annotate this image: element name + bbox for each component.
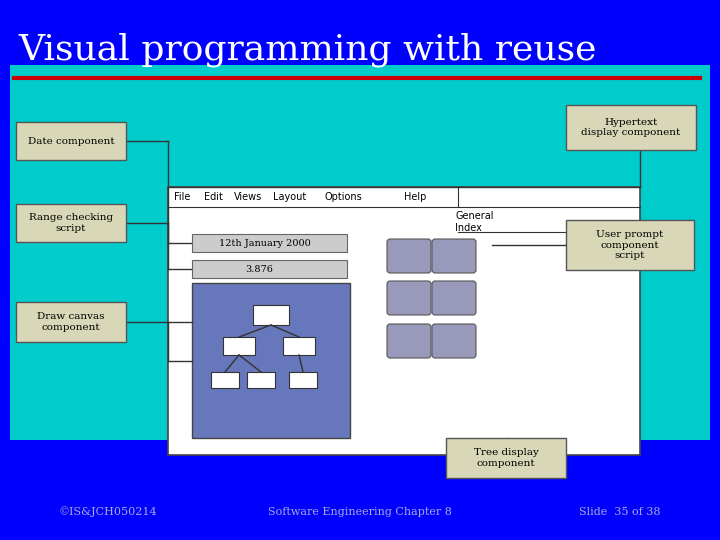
FancyBboxPatch shape bbox=[283, 337, 315, 355]
Text: Options: Options bbox=[324, 192, 362, 202]
FancyBboxPatch shape bbox=[387, 281, 431, 315]
Text: General
Index: General Index bbox=[455, 211, 493, 233]
Text: ©IS&JCH050214: ©IS&JCH050214 bbox=[59, 507, 157, 517]
Text: Help: Help bbox=[404, 192, 426, 202]
Text: Date component: Date component bbox=[27, 137, 114, 145]
FancyBboxPatch shape bbox=[168, 187, 640, 455]
FancyBboxPatch shape bbox=[211, 372, 239, 388]
Text: Visual programming with reuse: Visual programming with reuse bbox=[18, 33, 596, 68]
Text: File: File bbox=[174, 192, 190, 202]
FancyBboxPatch shape bbox=[10, 65, 710, 440]
FancyBboxPatch shape bbox=[253, 305, 289, 325]
FancyBboxPatch shape bbox=[387, 239, 431, 273]
Text: 12th January 2000: 12th January 2000 bbox=[219, 239, 311, 247]
FancyBboxPatch shape bbox=[446, 438, 566, 478]
FancyBboxPatch shape bbox=[192, 260, 347, 278]
Text: Range checking
script: Range checking script bbox=[29, 213, 113, 233]
FancyBboxPatch shape bbox=[16, 122, 126, 160]
Text: Software Engineering Chapter 8: Software Engineering Chapter 8 bbox=[268, 507, 452, 517]
FancyBboxPatch shape bbox=[566, 105, 696, 150]
FancyBboxPatch shape bbox=[192, 234, 347, 252]
FancyBboxPatch shape bbox=[566, 220, 694, 270]
FancyBboxPatch shape bbox=[432, 239, 476, 273]
Text: User prompt
component
script: User prompt component script bbox=[596, 230, 664, 260]
FancyBboxPatch shape bbox=[387, 324, 431, 358]
Text: Hypertext
display component: Hypertext display component bbox=[581, 118, 680, 137]
FancyBboxPatch shape bbox=[432, 324, 476, 358]
Text: Edit: Edit bbox=[204, 192, 222, 202]
Text: Views: Views bbox=[234, 192, 262, 202]
FancyBboxPatch shape bbox=[16, 204, 126, 242]
FancyBboxPatch shape bbox=[289, 372, 317, 388]
FancyBboxPatch shape bbox=[192, 283, 350, 438]
FancyBboxPatch shape bbox=[432, 281, 476, 315]
Text: Draw canvas
component: Draw canvas component bbox=[37, 312, 104, 332]
FancyBboxPatch shape bbox=[247, 372, 275, 388]
Text: Layout: Layout bbox=[274, 192, 307, 202]
Text: Slide  35 of 38: Slide 35 of 38 bbox=[580, 507, 661, 517]
FancyBboxPatch shape bbox=[16, 302, 126, 342]
Text: 3.876: 3.876 bbox=[245, 265, 273, 273]
FancyBboxPatch shape bbox=[223, 337, 255, 355]
Text: Tree display
component: Tree display component bbox=[474, 448, 539, 468]
